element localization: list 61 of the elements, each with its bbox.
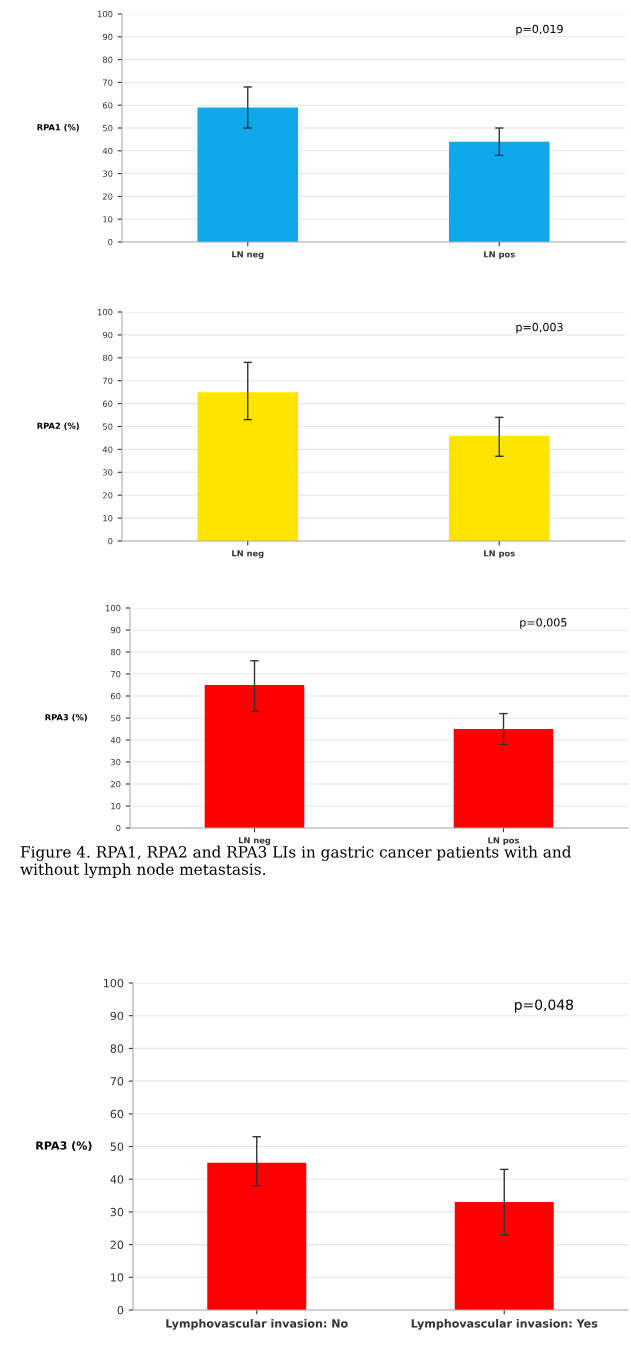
y-tick-label: 70 <box>111 670 121 678</box>
y-tick-label: 90 <box>110 626 121 634</box>
y-tick-label: 90 <box>102 33 113 41</box>
y-tick-label: 40 <box>102 147 113 155</box>
y-axis-title: RPA1 (%) <box>37 123 79 132</box>
y-tick-label: 70 <box>110 1077 124 1086</box>
y-tick-label: 50 <box>111 714 121 722</box>
annotation: p=0,048 <box>515 999 574 1013</box>
y-tick-label: 20 <box>110 1240 124 1249</box>
y-tick-label: 10 <box>103 216 113 223</box>
y-axis-title: RPA3 (%) <box>45 713 87 722</box>
y-tick-label: 80 <box>102 354 113 362</box>
x-tick-label: LN neg <box>232 251 264 260</box>
y-tick-label: 50 <box>103 124 113 132</box>
y-tick-label: 20 <box>102 492 113 499</box>
y-tick-label: 50 <box>103 423 113 430</box>
y-axis-title: RPA3 (%) <box>36 1141 92 1152</box>
y-tick-label: 0 <box>116 824 121 832</box>
y-tick-label: 10 <box>103 515 113 522</box>
y-tick-label: 80 <box>102 56 113 63</box>
y-tick-label: 20 <box>102 193 113 200</box>
y-tick-label: 80 <box>110 1044 124 1053</box>
y-tick-label: 50 <box>110 1142 124 1151</box>
y-tick-label: 30 <box>103 170 113 177</box>
y-tick-label: 60 <box>102 102 113 109</box>
y-tick-label: 40 <box>102 446 113 453</box>
y-tick-label: 30 <box>110 1207 124 1217</box>
y-tick-label: 20 <box>110 780 121 788</box>
y-tick-label: 30 <box>111 758 121 766</box>
y-tick-label: 100 <box>105 604 121 612</box>
caption: Figure 4. RPA1, RPA2 and RPA3 LIs in gastric cancer patients with and without lymph node metastasis. <box>20 845 572 879</box>
y-tick-label: 0 <box>108 537 113 545</box>
y-tick-label: 100 <box>103 978 124 988</box>
y-axis-title: RPA2 (%) <box>37 422 79 430</box>
y-tick-label: 70 <box>103 377 113 384</box>
y-tick-label: 80 <box>110 648 121 656</box>
y-tick-label: 100 <box>97 308 113 316</box>
y-tick-label: 30 <box>103 469 113 476</box>
y-tick-label: 40 <box>110 736 121 744</box>
y-tick-label: 70 <box>103 79 113 86</box>
x-tick-label: LN neg <box>232 550 264 559</box>
annotation: p=0,019 <box>516 24 563 36</box>
x-tick-label: LN pos <box>488 837 520 846</box>
y-tick-label: 60 <box>102 400 113 407</box>
y-tick-label: 0 <box>117 1305 124 1315</box>
y-tick-label: 100 <box>97 10 113 18</box>
x-tick-label: Lymphovascular invasion: Yes <box>411 1319 598 1330</box>
y-tick-label: 60 <box>110 1109 124 1119</box>
y-tick-label: 60 <box>110 692 121 700</box>
y-tick-label: 0 <box>108 238 113 246</box>
x-tick-label: Lymphovascular invasion: No <box>166 1319 348 1330</box>
annotation: p=0,005 <box>520 618 567 629</box>
x-tick-label: LN pos <box>484 251 515 260</box>
x-tick-label: LN neg <box>238 837 271 846</box>
y-tick-label: 90 <box>110 1011 124 1021</box>
annotation: p=0,003 <box>516 322 563 334</box>
y-tick-label: 40 <box>110 1175 124 1184</box>
y-tick-label: 10 <box>111 802 121 810</box>
y-tick-label: 10 <box>111 1273 124 1282</box>
x-tick-label: LN pos <box>484 550 515 559</box>
y-tick-label: 90 <box>102 331 113 339</box>
